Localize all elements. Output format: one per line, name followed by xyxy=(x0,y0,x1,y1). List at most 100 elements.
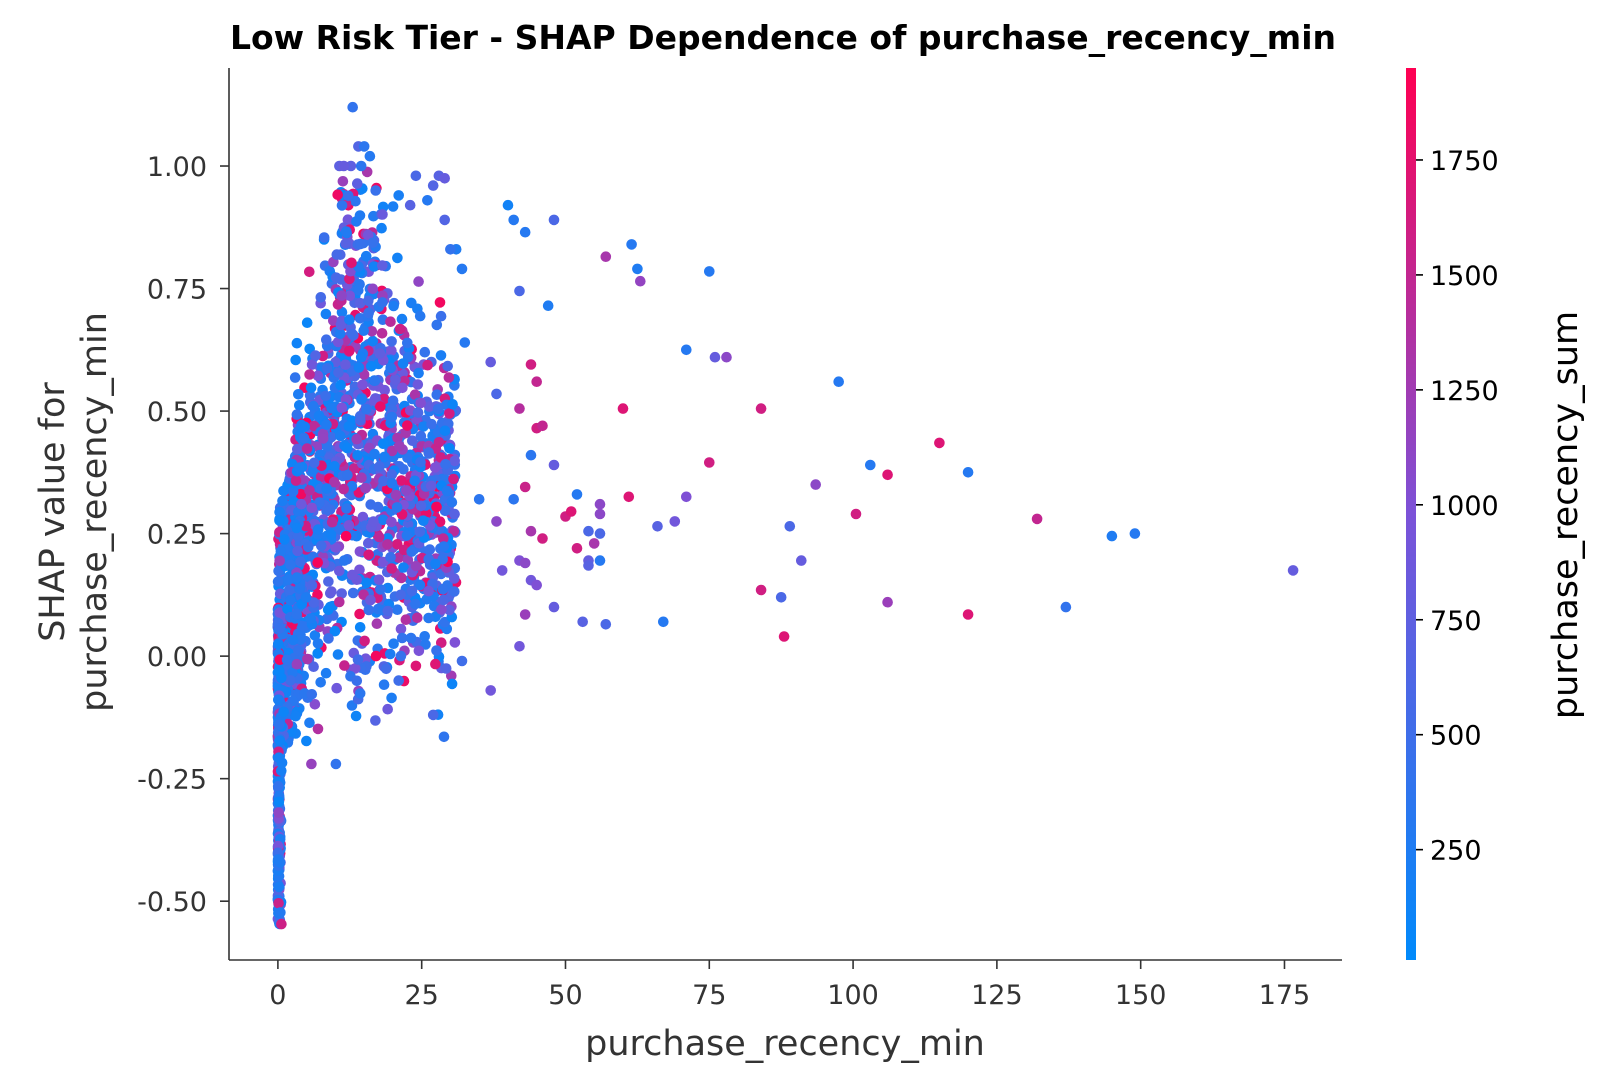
scatter-point xyxy=(415,456,426,468)
scatter-point xyxy=(378,475,389,487)
scatter-point xyxy=(369,375,381,387)
scatter-point xyxy=(367,283,379,295)
scatter-point xyxy=(617,403,629,414)
scatter-point xyxy=(315,292,327,303)
scatter-point xyxy=(336,402,348,414)
scatter-point xyxy=(336,588,348,599)
scatter-point xyxy=(431,319,443,331)
scatter-point xyxy=(882,469,893,481)
chart-title: Low Risk Tier - SHAP Dependence of purch… xyxy=(230,18,1336,57)
scatter-point xyxy=(391,502,403,513)
x-tick-label: 150 xyxy=(1115,980,1167,1011)
scatter-point xyxy=(363,307,375,319)
scatter-point xyxy=(426,418,437,430)
scatter-point xyxy=(882,596,893,608)
scatter-point xyxy=(334,565,345,577)
scatter-point xyxy=(276,765,287,777)
scatter-point xyxy=(442,360,454,372)
scatter-point xyxy=(283,584,295,596)
scatter-point xyxy=(632,263,643,275)
scatter-point xyxy=(508,494,519,505)
scatter-point xyxy=(431,645,442,656)
scatter-point xyxy=(377,209,388,220)
scatter-point xyxy=(337,176,349,187)
scatter-point xyxy=(336,290,347,301)
scatter-point xyxy=(291,658,303,670)
scatter-point xyxy=(331,249,343,260)
scatter-point xyxy=(309,699,321,710)
scatter-point xyxy=(415,430,427,442)
scatter-point xyxy=(386,411,398,423)
scatter-point xyxy=(325,529,337,540)
scatter-point xyxy=(353,285,364,296)
scatter-point xyxy=(272,780,284,792)
scatter-point xyxy=(396,475,407,486)
scatter-point xyxy=(306,502,318,514)
scatter-point xyxy=(456,263,468,275)
scatter-point xyxy=(275,546,287,557)
scatter-point xyxy=(277,495,288,507)
scatter-point xyxy=(496,565,508,576)
scatter-point xyxy=(363,295,374,307)
scatter-point xyxy=(273,796,285,808)
scatter-point xyxy=(371,618,383,629)
colorbar-tick-label: 500 xyxy=(1430,721,1482,752)
scatter-point xyxy=(290,710,301,722)
scatter-point xyxy=(336,306,348,318)
scatter-point xyxy=(285,559,296,571)
scatter-point xyxy=(508,214,519,226)
scatter-point xyxy=(322,604,334,615)
y-tick-label: 0.50 xyxy=(147,397,207,428)
scatter-point xyxy=(312,524,324,535)
scatter-point xyxy=(344,290,356,302)
scatter-point xyxy=(635,275,646,287)
scatter-point xyxy=(402,420,413,431)
scatter-point xyxy=(335,379,347,391)
scatter-point xyxy=(368,261,380,272)
scatter-point xyxy=(366,326,378,337)
y-tick-label: -0.50 xyxy=(137,887,207,918)
scatter-point xyxy=(347,587,359,599)
scatter-point xyxy=(354,608,365,620)
scatter-point xyxy=(329,625,341,637)
scatter-point xyxy=(317,433,329,444)
scatter-point xyxy=(423,612,434,624)
scatter-point xyxy=(287,634,299,646)
scatter-point xyxy=(438,731,450,743)
scatter-point xyxy=(273,752,285,763)
scatter-point xyxy=(422,195,433,206)
scatter-point xyxy=(386,469,398,480)
scatter-point xyxy=(681,491,692,503)
scatter-point xyxy=(386,563,398,574)
scatter-point xyxy=(332,649,344,660)
scatter-point xyxy=(301,317,313,329)
scatter-point xyxy=(306,579,318,591)
scatter-point xyxy=(410,660,422,672)
scatter-point xyxy=(434,297,446,308)
scatter-point xyxy=(429,462,441,473)
scatter-point xyxy=(418,421,429,432)
colorbar-tick-label: 1750 xyxy=(1430,146,1499,177)
scatter-point xyxy=(386,345,397,356)
scatter-point xyxy=(334,328,346,340)
scatter-point xyxy=(355,160,367,172)
scatter-point xyxy=(279,534,290,545)
scatter-point xyxy=(410,170,422,182)
scatter-point xyxy=(290,475,302,486)
scatter-point xyxy=(304,485,315,496)
scatter-point xyxy=(294,462,305,474)
scatter-point xyxy=(415,397,427,409)
scatter-point xyxy=(393,190,405,201)
scatter-point xyxy=(276,672,287,684)
scatter-point xyxy=(424,544,436,555)
scatter-point xyxy=(652,521,663,532)
scatter-point xyxy=(377,260,388,271)
scatter-point xyxy=(1129,528,1141,539)
scatter-point xyxy=(306,359,318,370)
scatter-point xyxy=(755,584,767,596)
scatter-point xyxy=(374,348,386,359)
scatter-point xyxy=(298,432,310,444)
colorbar xyxy=(1406,68,1416,960)
scatter-point xyxy=(439,173,451,184)
scatter-point xyxy=(407,435,418,447)
